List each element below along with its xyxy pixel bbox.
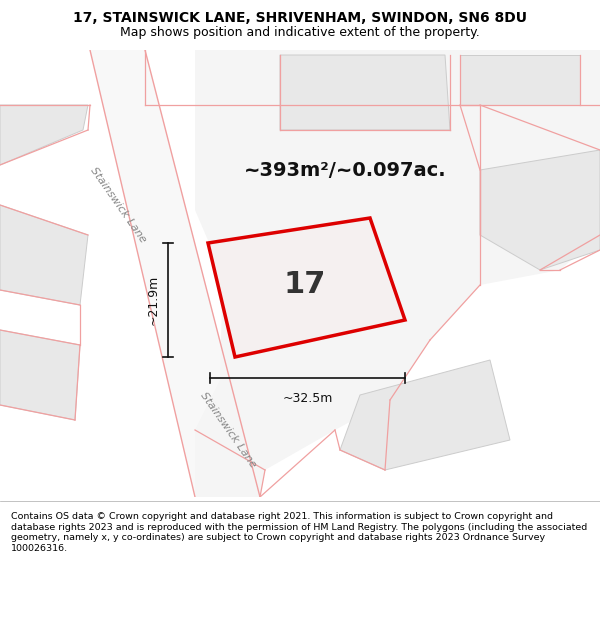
Text: 17: 17: [283, 270, 326, 299]
Text: Stainswick Lane: Stainswick Lane: [88, 166, 148, 244]
Polygon shape: [90, 50, 260, 497]
Text: ~393m²/~0.097ac.: ~393m²/~0.097ac.: [244, 161, 446, 179]
Text: Contains OS data © Crown copyright and database right 2021. This information is : Contains OS data © Crown copyright and d…: [11, 512, 587, 552]
Polygon shape: [0, 205, 88, 305]
Text: 17, STAINSWICK LANE, SHRIVENHAM, SWINDON, SN6 8DU: 17, STAINSWICK LANE, SHRIVENHAM, SWINDON…: [73, 11, 527, 25]
Text: ~21.9m: ~21.9m: [146, 275, 160, 325]
Text: Map shows position and indicative extent of the property.: Map shows position and indicative extent…: [120, 26, 480, 39]
Polygon shape: [340, 360, 510, 470]
Polygon shape: [208, 218, 405, 357]
Text: Stainswick Lane: Stainswick Lane: [198, 391, 258, 469]
Polygon shape: [460, 55, 580, 105]
Text: ~32.5m: ~32.5m: [283, 392, 332, 405]
Polygon shape: [280, 55, 450, 130]
Polygon shape: [0, 330, 80, 420]
Polygon shape: [0, 105, 88, 165]
Polygon shape: [145, 50, 600, 497]
Polygon shape: [480, 150, 600, 270]
